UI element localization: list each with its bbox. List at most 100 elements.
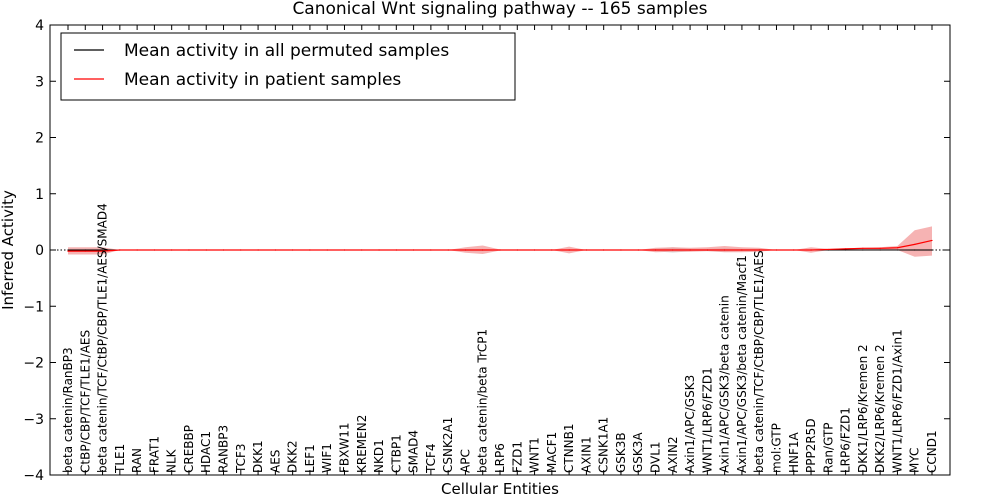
patient-point (654, 249, 657, 251)
patient-point (862, 247, 864, 249)
patient-point (533, 249, 536, 251)
x-tick-label: PPP2R5D (804, 418, 818, 473)
patient-point (292, 249, 294, 251)
patient-point (119, 249, 121, 251)
x-tick-label: MYC (908, 448, 922, 473)
patient-point (274, 249, 276, 251)
x-tick-label: WNT1/LRP6/FZD1/Axin1 (890, 329, 904, 473)
x-tick-label: WNT1/LRP6/FZD1 (700, 367, 714, 473)
patient-point (568, 249, 570, 251)
patient-point (188, 249, 190, 251)
permuted-point (914, 249, 916, 251)
patient-point (257, 249, 259, 251)
patient-point (637, 249, 639, 251)
x-tick-label: CTBP1 (389, 434, 403, 473)
patient-point (620, 249, 622, 251)
x-tick-label: TCF3 (234, 443, 248, 474)
x-tick-label: AXIN1 (579, 436, 593, 473)
x-tick-label: Axin1/APC/GSK3/beta catenin (718, 295, 732, 473)
patient-point (326, 249, 328, 251)
patient-point (810, 249, 812, 251)
patient-point (775, 249, 778, 251)
patient-point (343, 249, 346, 251)
x-tick-label: SMAD4 (407, 430, 421, 473)
x-tick-label: RANBP3 (217, 425, 231, 473)
patient-point (395, 249, 397, 251)
x-tick-label: DKK1 (251, 440, 265, 473)
patient-point (222, 249, 225, 251)
x-tick-label: DKK1/LRP6/Kremen 2 (856, 344, 870, 473)
patient-point (361, 249, 363, 251)
x-tick-label: LRP6/FZD1 (839, 407, 853, 473)
chart-title: Canonical Wnt signaling pathway -- 165 s… (292, 0, 707, 19)
x-tick-label: HNF1A (787, 431, 801, 473)
x-tick-label: CtBP/CBP/TCF/TLE1/AES (78, 330, 92, 473)
x-tick-label: CSNK2A1 (441, 417, 455, 473)
patient-point (378, 249, 380, 251)
patient-point (689, 249, 691, 251)
patient-point (309, 249, 311, 251)
permuted-point (101, 249, 104, 251)
x-tick-label: beta catenin/TCF/CtBP/CBP/TLE1/AES (752, 250, 766, 473)
x-tick-label: LRP6 (493, 443, 507, 473)
patient-point (482, 249, 484, 251)
patient-point (84, 250, 86, 252)
patient-point (706, 249, 708, 251)
x-tick-label: WIF1 (320, 443, 334, 473)
x-tick-label: CREBBP (182, 425, 196, 473)
x-tick-label: beta catenin/beta TrCP1 (476, 329, 490, 473)
x-tick-label: TCF4 (424, 443, 438, 474)
plot-area: −4 −3 −2 −1 0 1 2 3 4 beta catenin/RanBP3 CtBP/CBP… (23, 18, 951, 484)
x-tick-label: FRAT1 (147, 436, 161, 473)
patient-point (136, 249, 138, 251)
x-tick-label: FZD1 (510, 441, 524, 473)
x-axis-label: Cellular Entities (441, 480, 559, 498)
patient-point (171, 249, 173, 251)
patient-point (672, 249, 674, 251)
x-tick-label: Axin1/APC/GSK3/beta catenin/Macf1 (735, 255, 749, 473)
patient-point (464, 249, 467, 251)
legend-permuted-label: Mean activity in all permuted samples (124, 41, 449, 61)
x-tick-label: KREMEN2 (355, 415, 369, 473)
permuted-point (845, 249, 847, 251)
x-tick-label: FBXW11 (338, 423, 352, 474)
x-tick-label: DKK2/LRP6/Kremen 2 (873, 344, 887, 473)
patient-point (413, 249, 415, 251)
x-tick-label: WNT1 (528, 437, 542, 473)
patient-point (240, 249, 242, 251)
y-tick-label: −2 (23, 356, 44, 372)
x-tick-label: AES (268, 450, 282, 473)
patient-point (914, 243, 916, 245)
patient-point (153, 249, 155, 251)
patient-point (793, 249, 795, 251)
patient-point (758, 249, 760, 251)
patient-point (879, 247, 881, 249)
x-tick-label: CSNK1A1 (597, 417, 611, 473)
x-tick-label: NKD1 (372, 439, 386, 473)
patient-point (603, 249, 605, 251)
x-tick-label: CTNNB1 (562, 423, 576, 473)
permuted-point (67, 249, 69, 251)
patient-point (724, 249, 726, 251)
legend: Mean activity in all permuted samples Mea… (60, 32, 516, 101)
legend-frame (60, 32, 516, 101)
y-tick-label: −1 (23, 299, 44, 315)
x-tick-label: CCND1 (925, 430, 939, 473)
y-tick-label: 0 (35, 243, 44, 259)
x-tick-label: MACF1 (545, 432, 559, 473)
x-tick-label: TLE1 (113, 444, 127, 474)
permuted-point (896, 249, 899, 251)
patient-point (447, 249, 449, 251)
x-tick-label: DVL1 (649, 441, 663, 473)
patient-point (585, 249, 588, 251)
permuted-point (879, 249, 881, 251)
x-tick-label: AXIN2 (666, 436, 680, 473)
patient-point (896, 247, 899, 249)
patient-point (430, 249, 432, 251)
patient-point (827, 248, 829, 251)
patient-point (516, 249, 518, 251)
x-tick-label: Axin1/APC/GSK3 (683, 375, 697, 473)
x-tick-label: DKK2 (286, 440, 300, 473)
